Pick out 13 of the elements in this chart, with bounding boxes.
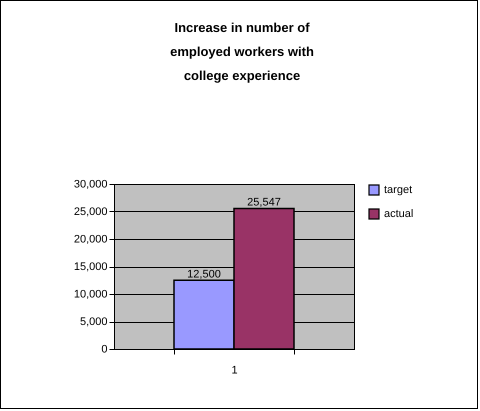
y-tick-label: 25,000	[74, 206, 108, 218]
legend-label: target	[384, 184, 412, 196]
y-tick-label: 10,000	[74, 288, 108, 300]
y-tick-label: 0	[101, 344, 108, 356]
y-tick-label: 30,000	[74, 178, 108, 190]
data-label: 25,547	[247, 196, 281, 208]
y-tick-label: 15,000	[74, 261, 108, 273]
data-label: 12,500	[187, 268, 221, 280]
legend-label: actual	[384, 208, 414, 220]
chart-title: Increase in number of employed workers with college experience	[170, 20, 314, 83]
y-tick-label: 20,000	[74, 234, 108, 246]
x-tick-label: 1	[231, 364, 238, 376]
y-tick-label: 5,000	[80, 316, 108, 328]
